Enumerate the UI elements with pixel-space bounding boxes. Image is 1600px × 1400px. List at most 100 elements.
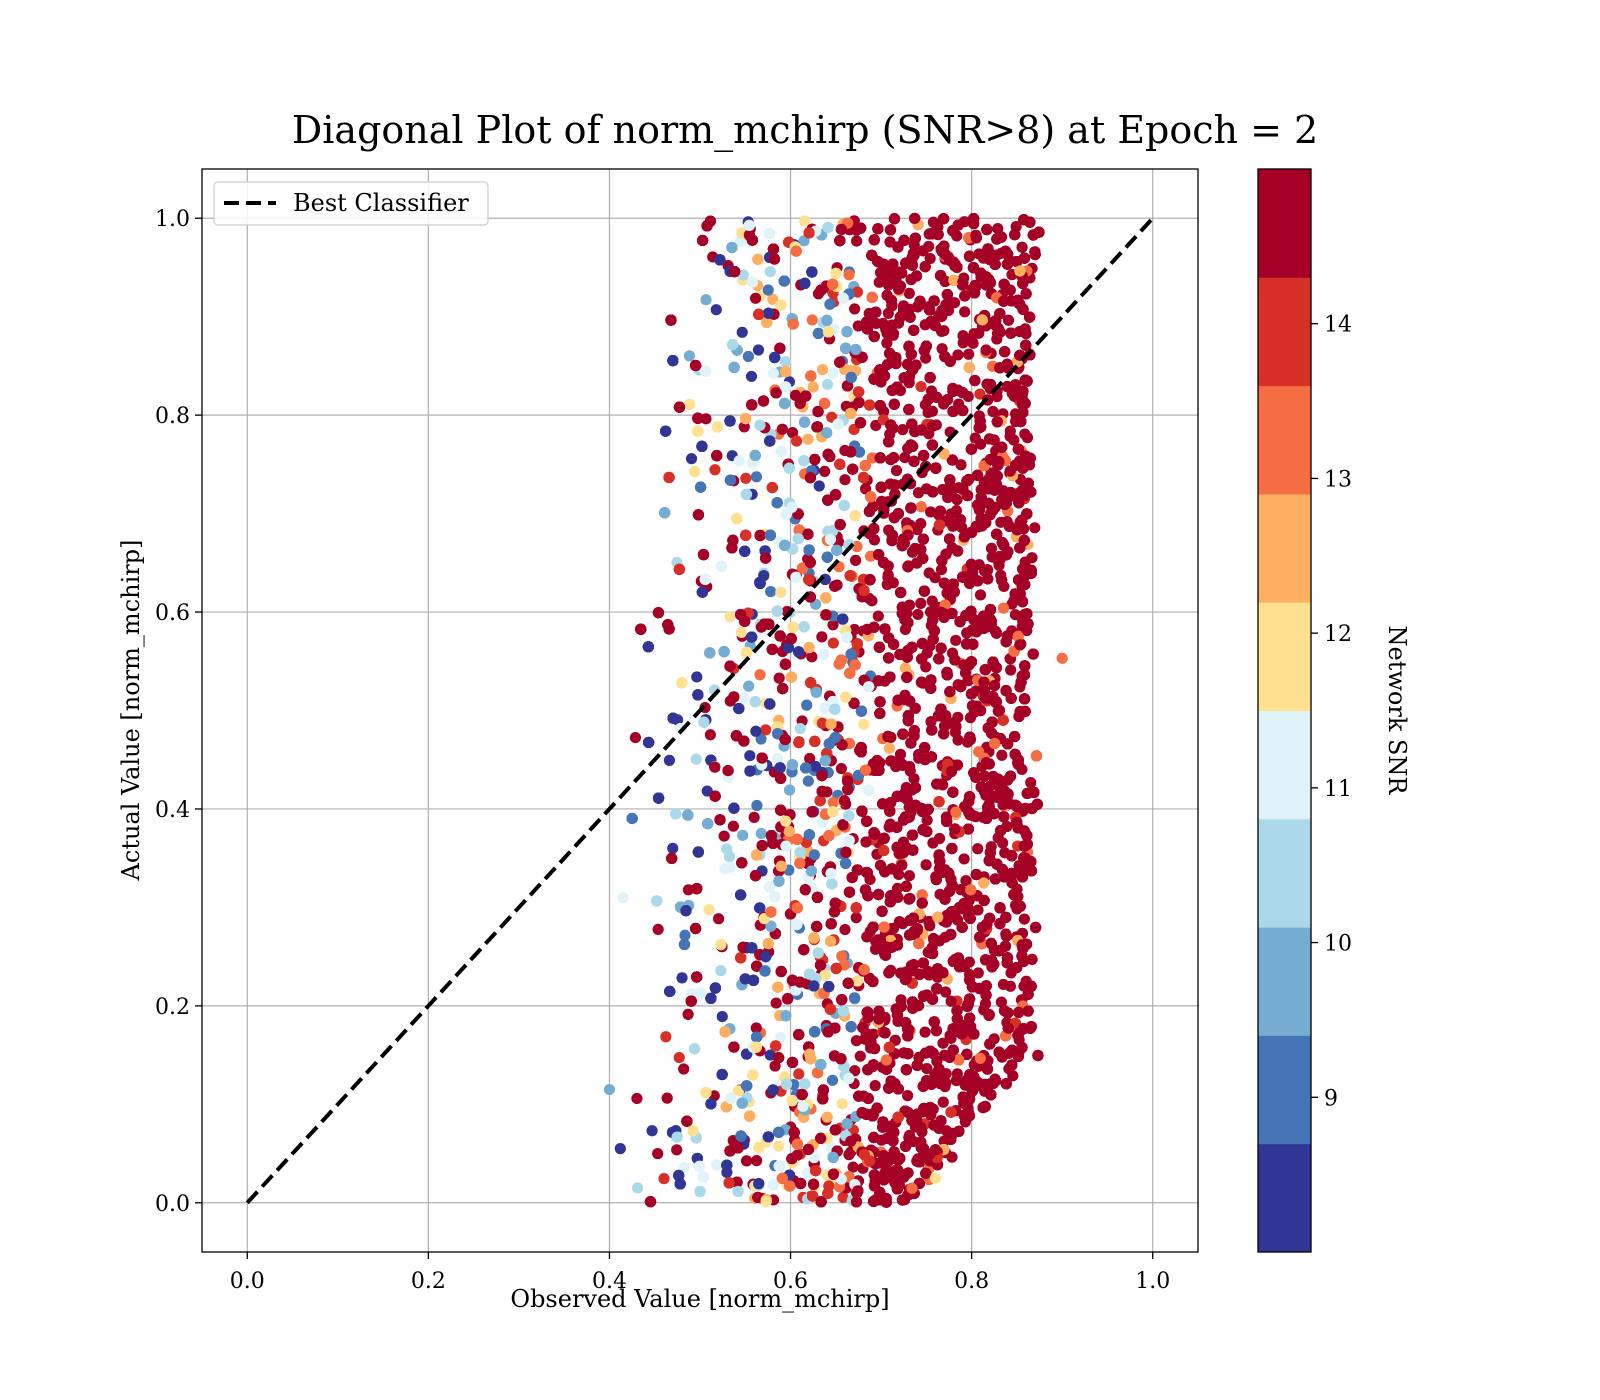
scatter-point — [755, 827, 767, 840]
scatter-point — [701, 785, 713, 797]
scatter-point — [980, 344, 992, 356]
scatter-point — [837, 1191, 849, 1204]
scatter-point — [799, 215, 811, 227]
scatter-point — [816, 364, 829, 376]
scatter-point — [973, 248, 985, 260]
scatter-point — [652, 1148, 664, 1160]
scatter-point — [732, 1085, 745, 1097]
scatter-point — [1019, 428, 1031, 440]
scatter-point — [631, 1092, 643, 1105]
scatter-point — [740, 472, 752, 484]
scatter-point — [903, 287, 915, 299]
scatter-point — [908, 728, 920, 740]
scatter-point — [850, 1035, 863, 1047]
scatter-point — [660, 1031, 672, 1043]
scatter-point — [740, 1155, 753, 1167]
scatter-point — [1007, 1070, 1019, 1082]
scatter-point — [1018, 913, 1030, 925]
scatter-point — [881, 337, 893, 349]
scatter-point — [747, 276, 759, 288]
scatter-point — [682, 884, 695, 896]
scatter-point — [738, 421, 750, 433]
scatter-point — [930, 1025, 942, 1037]
scatter-point — [629, 731, 642, 744]
scatter-point — [765, 585, 777, 598]
scatter-point — [806, 314, 818, 326]
scatter-point — [737, 829, 749, 841]
scatter-point — [847, 1161, 859, 1173]
scatter-point — [652, 923, 664, 936]
scatter-point — [859, 483, 872, 495]
scatter-point — [872, 610, 884, 622]
scatter-point — [937, 1037, 949, 1049]
scatter-point — [890, 464, 903, 477]
scatter-point — [770, 997, 782, 1009]
scatter-point — [923, 969, 935, 981]
scatter-point — [958, 853, 970, 865]
scatter-point — [921, 1062, 933, 1075]
scatter-point — [802, 775, 814, 787]
scatter-point — [750, 1022, 762, 1034]
scatter-point — [997, 978, 1010, 991]
scatter-point — [950, 505, 963, 517]
scatter-point — [750, 471, 763, 483]
scatter-point — [751, 1155, 763, 1167]
scatter-point — [1026, 953, 1038, 965]
scatter-point — [826, 1074, 839, 1086]
scatter-point — [667, 842, 679, 854]
scatter-point — [775, 586, 787, 598]
scatter-point — [700, 294, 712, 306]
scatter-point — [718, 830, 730, 842]
scatter-point — [661, 1092, 673, 1104]
scatter-point — [891, 882, 904, 894]
scatter-point — [767, 293, 779, 305]
scatter-point — [703, 904, 715, 916]
scatter-point — [679, 929, 691, 941]
scatter-point — [721, 843, 733, 855]
scatter-point — [710, 304, 722, 316]
scatter-point — [996, 749, 1008, 761]
scatter-point — [813, 480, 825, 492]
scatter-point — [700, 413, 712, 425]
scatter-point — [750, 725, 762, 737]
scatter-point — [985, 542, 998, 554]
scatter-point — [745, 370, 758, 383]
scatter-point — [682, 1008, 694, 1020]
scatter-point — [712, 913, 725, 925]
scatter-point — [764, 266, 776, 278]
scatter-point — [963, 968, 976, 981]
scatter-point — [671, 1144, 683, 1156]
scatter-point — [684, 398, 696, 411]
scatter-point — [769, 1060, 781, 1072]
scatter-point — [806, 651, 818, 663]
scatter-point — [974, 388, 986, 400]
scatter-point — [673, 1051, 685, 1064]
scatter-point — [937, 1096, 949, 1108]
scatter-point — [737, 269, 749, 281]
scatter-point — [760, 724, 772, 736]
scatter-point — [839, 474, 851, 486]
scatter-point — [742, 350, 754, 363]
scatter-point — [631, 1182, 644, 1194]
scatter-point — [849, 1065, 861, 1077]
scatter-point — [1002, 314, 1015, 326]
scatter-point — [690, 753, 702, 765]
scatter-point — [773, 1140, 785, 1152]
scatter-point — [992, 222, 1004, 235]
scatter-point — [921, 814, 933, 826]
scatter-point — [849, 303, 861, 315]
scatter-point — [691, 671, 703, 683]
scatter-point — [804, 752, 816, 765]
scatter-point — [1025, 777, 1037, 789]
scatter-point — [935, 563, 948, 576]
scatter-point — [821, 378, 834, 391]
scatter-point — [749, 292, 762, 304]
scatter-point — [1016, 241, 1028, 253]
scatter-point — [685, 453, 698, 465]
scatter-point — [978, 877, 990, 889]
scatter-point — [709, 464, 721, 476]
scatter-point — [767, 367, 779, 379]
scatter-point — [790, 435, 803, 447]
scatter-point — [915, 597, 927, 609]
